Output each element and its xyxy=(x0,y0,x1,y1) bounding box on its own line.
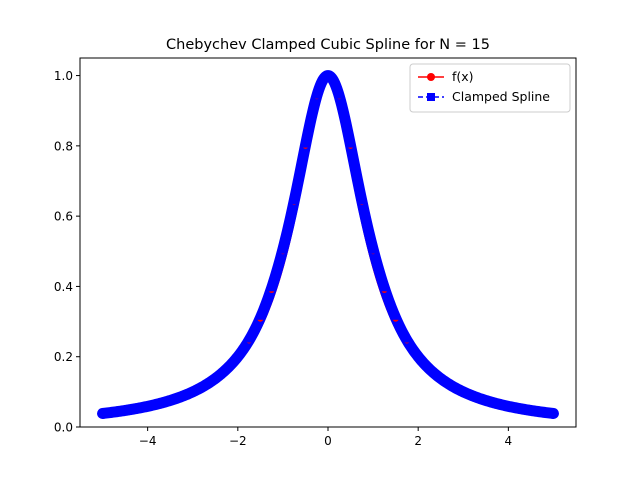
spline-point xyxy=(482,397,490,405)
y-tick-label: 0.0 xyxy=(54,421,73,435)
legend: f(x) Clamped Spline xyxy=(409,63,571,113)
legend-box xyxy=(409,63,571,113)
spline-point xyxy=(301,140,309,148)
spline-point xyxy=(549,410,557,418)
legend-fx-marker xyxy=(427,73,435,81)
spline-point xyxy=(99,410,107,418)
spline-point xyxy=(380,284,388,292)
spline-point xyxy=(290,197,298,205)
spline-point xyxy=(166,397,174,405)
spline-point xyxy=(189,388,197,396)
spline-point xyxy=(347,140,355,148)
spline-point xyxy=(414,353,422,361)
spline-point xyxy=(527,406,535,414)
spline-point xyxy=(245,335,253,343)
spline-point xyxy=(403,335,411,343)
y-tick-label: 1.0 xyxy=(54,69,73,83)
x-tick-label: 0 xyxy=(324,434,332,448)
plot-area xyxy=(80,58,576,427)
spline-point xyxy=(234,353,242,361)
axes-layer: −4 −2 0 2 4 0.0 0.2 0.4 0.6 0.8 1.0 xyxy=(54,57,577,448)
spline-point xyxy=(313,91,321,99)
spline-point xyxy=(211,375,219,383)
y-tick-label: 0.4 xyxy=(54,280,73,294)
legend-spline-label: Clamped Spline xyxy=(452,89,550,104)
x-tick-label: 4 xyxy=(505,434,513,448)
x-tick-label: −2 xyxy=(229,434,247,448)
x-tick-label: −4 xyxy=(139,434,157,448)
spline-point xyxy=(121,406,129,414)
spline-point xyxy=(335,91,343,99)
y-tick-label: 0.2 xyxy=(54,350,73,364)
spline-point xyxy=(392,312,400,320)
y-tick-label: 0.8 xyxy=(54,139,73,153)
spline-point xyxy=(268,284,276,292)
chart-title: Chebychev Clamped Cubic Spline for N = 1… xyxy=(166,37,490,53)
spline-point xyxy=(256,312,264,320)
spline-point xyxy=(279,246,287,254)
y-tick-label: 0.6 xyxy=(54,210,73,224)
spline-point xyxy=(324,72,332,80)
x-tick-label: 2 xyxy=(414,434,422,448)
spline-point xyxy=(369,246,377,254)
spline-point xyxy=(144,402,152,410)
spline-point xyxy=(504,402,512,410)
plot-background xyxy=(80,58,576,427)
legend-spline-marker xyxy=(427,93,435,101)
spline-point xyxy=(358,197,366,205)
spline-point xyxy=(437,375,445,383)
series-layer xyxy=(97,70,559,419)
spline-point xyxy=(459,388,467,396)
legend-fx-label: f(x) xyxy=(452,69,474,84)
